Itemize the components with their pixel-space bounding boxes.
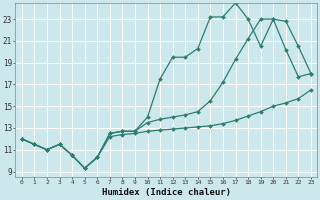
X-axis label: Humidex (Indice chaleur): Humidex (Indice chaleur) [102, 188, 231, 197]
